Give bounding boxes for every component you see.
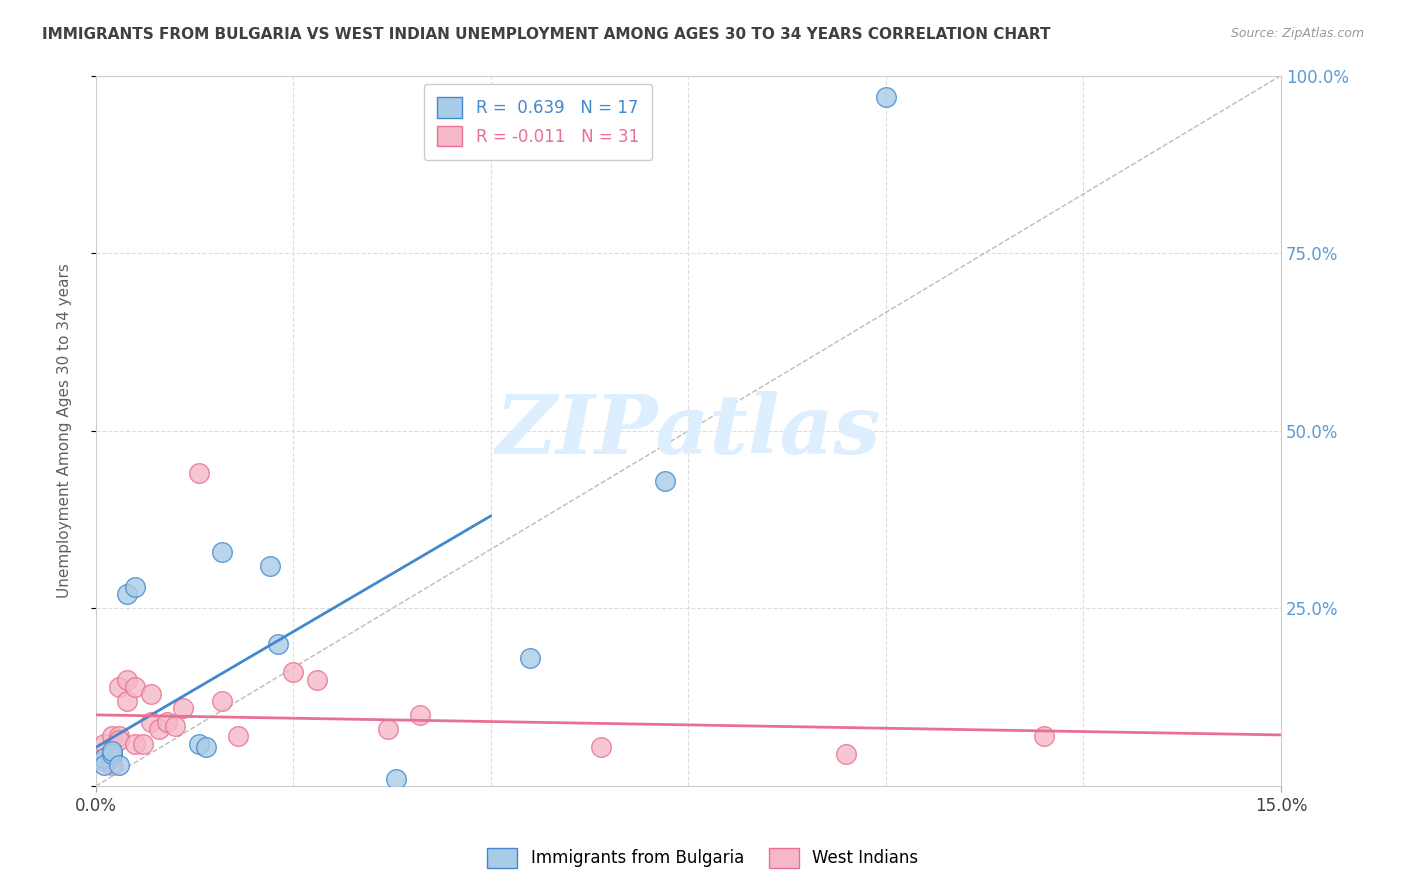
Point — [124, 580, 146, 594]
Legend: R =  0.639   N = 17, R = -0.011   N = 31: R = 0.639 N = 17, R = -0.011 N = 31 — [425, 84, 652, 160]
Point — [117, 673, 139, 687]
Point — [305, 673, 328, 687]
Point — [100, 730, 122, 744]
Point — [93, 754, 115, 768]
Text: Source: ZipAtlas.com: Source: ZipAtlas.com — [1230, 27, 1364, 40]
Point — [226, 730, 249, 744]
Point — [100, 750, 122, 764]
Point — [93, 750, 115, 764]
Point — [519, 651, 541, 665]
Legend: Immigrants from Bulgaria, West Indians: Immigrants from Bulgaria, West Indians — [481, 841, 925, 875]
Y-axis label: Unemployment Among Ages 30 to 34 years: Unemployment Among Ages 30 to 34 years — [58, 263, 72, 599]
Point — [266, 637, 288, 651]
Point — [187, 467, 209, 481]
Point — [117, 694, 139, 708]
Point — [139, 687, 162, 701]
Point — [156, 715, 179, 730]
Point — [172, 701, 194, 715]
Point — [654, 474, 676, 488]
Point — [148, 723, 170, 737]
Point — [100, 757, 122, 772]
Point — [139, 715, 162, 730]
Point — [835, 747, 858, 761]
Point — [108, 730, 131, 744]
Point — [124, 737, 146, 751]
Point — [211, 694, 233, 708]
Point — [124, 680, 146, 694]
Point — [100, 743, 122, 757]
Point — [385, 772, 408, 786]
Point — [100, 743, 122, 757]
Point — [108, 680, 131, 694]
Point — [187, 737, 209, 751]
Point — [108, 733, 131, 747]
Point — [377, 723, 399, 737]
Point — [93, 737, 115, 751]
Point — [259, 558, 281, 573]
Point — [163, 719, 186, 733]
Point — [1032, 730, 1054, 744]
Point — [283, 665, 305, 680]
Point — [211, 544, 233, 558]
Point — [132, 737, 155, 751]
Point — [100, 747, 122, 761]
Text: IMMIGRANTS FROM BULGARIA VS WEST INDIAN UNEMPLOYMENT AMONG AGES 30 TO 34 YEARS C: IMMIGRANTS FROM BULGARIA VS WEST INDIAN … — [42, 27, 1050, 42]
Point — [195, 740, 218, 755]
Point — [93, 757, 115, 772]
Point — [591, 740, 613, 755]
Point — [108, 757, 131, 772]
Point — [117, 587, 139, 601]
Point — [875, 90, 897, 104]
Text: ZIPatlas: ZIPatlas — [496, 391, 882, 471]
Point — [93, 750, 115, 764]
Point — [409, 708, 432, 723]
